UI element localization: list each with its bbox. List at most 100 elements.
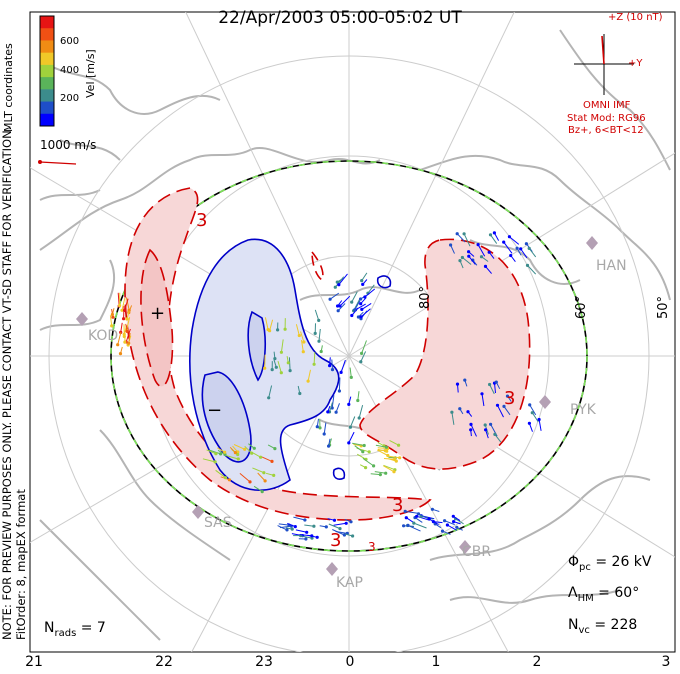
- negative-cell-small1: [376, 275, 392, 289]
- velocity-vector: [356, 453, 367, 460]
- velocity-vector: [357, 391, 360, 401]
- velocity-vector: [248, 443, 255, 449]
- colorbar: [39, 15, 55, 127]
- velocity-vector: [485, 266, 492, 274]
- velocity-vector: [217, 447, 225, 453]
- radar-marker-sas: [192, 505, 204, 519]
- velocity-vector: [367, 284, 375, 294]
- velocity-vector: [470, 429, 472, 437]
- velocity-vector: [362, 457, 374, 467]
- positive-cell-inner: [140, 248, 174, 388]
- imf-model: Stat Mod: RG96: [567, 113, 646, 124]
- velocity-vector: [314, 309, 320, 321]
- velocity-vector: [349, 416, 356, 428]
- velocity-vector: [333, 522, 347, 526]
- velocity-vector: [467, 411, 473, 417]
- velocity-vector: [126, 310, 130, 320]
- velocity-vector: [287, 522, 296, 528]
- velocity-vector: [485, 429, 489, 439]
- velocity-vector: [295, 324, 300, 336]
- velocity-vector: [329, 402, 333, 413]
- cross-polar-potential: Φpc = 26 kV: [568, 554, 652, 573]
- velocity-vector: [464, 379, 468, 387]
- velocity-vector: [268, 385, 273, 398]
- mlt-tick-3: 3: [661, 654, 671, 670]
- positive-cell-small: [311, 249, 324, 282]
- velocity-vector: [416, 515, 429, 521]
- velocity-vector: [273, 351, 276, 359]
- velocity-vector: [120, 322, 123, 333]
- velocity-vector: [252, 467, 265, 474]
- n-rads-value: 7: [96, 620, 106, 636]
- velocity-vector: [124, 298, 129, 311]
- velocity-vector: [413, 522, 427, 529]
- velocity-vector: [117, 292, 120, 307]
- velocity-vector: [120, 346, 123, 354]
- velocity-vector: [456, 526, 463, 531]
- velocity-vector: [297, 385, 301, 394]
- velocity-vector: [277, 360, 282, 373]
- radar-count: Nrads = 7: [44, 620, 106, 639]
- velocity-vector: [307, 369, 311, 382]
- velocity-vector: [359, 464, 366, 469]
- velocity-vector: [267, 444, 276, 450]
- velocity-vector: [277, 525, 288, 531]
- velocity-vector: [364, 288, 376, 298]
- velocity-vector: [434, 523, 442, 529]
- colorbar-segment: [40, 40, 54, 54]
- velocity-vector: [447, 524, 457, 531]
- colorbar-segment: [40, 28, 54, 41]
- velocity-vector: [414, 517, 423, 523]
- velocity-vector: [507, 395, 512, 402]
- velocity-vector: [316, 418, 319, 427]
- velocity-vector: [456, 233, 466, 243]
- velocity-vector: [233, 444, 245, 450]
- velocity-vector: [418, 513, 429, 520]
- colorbar-title: Vel [m/s]: [84, 49, 97, 98]
- potential-max-marker: +: [150, 303, 166, 324]
- velocity-vector: [202, 458, 216, 463]
- velocity-vector: [304, 524, 314, 527]
- velocity-vector: [376, 449, 389, 456]
- positive-cell-dawn: [359, 238, 531, 470]
- velocity-vector: [335, 531, 348, 534]
- velocity-vector: [453, 521, 461, 525]
- contour-label-5: 3: [368, 540, 376, 554]
- radar-marker-han: [586, 236, 598, 250]
- n-vc-value: 228: [610, 617, 638, 633]
- velocity-vector: [383, 464, 396, 471]
- velocity-vector: [370, 473, 381, 476]
- velocity-vector: [328, 523, 341, 530]
- velocity-vector: [450, 244, 455, 254]
- potential-min-marker: −: [207, 400, 223, 421]
- velocity-vector: [389, 439, 399, 446]
- colorbar-tick-400: 400: [60, 65, 80, 76]
- velocity-vector: [360, 308, 371, 318]
- contour-label-3: 3: [330, 530, 342, 551]
- velocity-vector: [318, 328, 321, 342]
- velocity-vector: [329, 357, 331, 366]
- fit-order-label: FitOrder: 8, mapEX format: [14, 489, 28, 640]
- velocity-vector: [355, 303, 366, 311]
- velocity-vector: [383, 465, 395, 473]
- velocity-vector: [503, 241, 513, 254]
- velocity-vector: [329, 292, 340, 300]
- velocity-vector: [232, 445, 239, 453]
- velocity-vector: [126, 317, 131, 331]
- velocity-vector: [327, 518, 335, 521]
- velocity-vector: [300, 331, 305, 343]
- velocity-scale-label: 1000 m/s: [40, 138, 97, 152]
- mlt-tick-22: 22: [155, 654, 173, 670]
- latitude-label-80: 80°: [418, 285, 434, 310]
- velocity-vector: [334, 276, 345, 288]
- mlt-tick-1: 1: [431, 654, 441, 670]
- velocity-vector: [285, 527, 293, 530]
- velocity-vector: [109, 315, 113, 326]
- negative-cell-small2: [332, 467, 346, 480]
- velocity-vector: [301, 340, 304, 352]
- vector-origin: [312, 524, 316, 528]
- velocity-vector: [278, 523, 290, 526]
- colorbar-segment: [40, 52, 54, 66]
- negative-cell-inner2: [247, 310, 266, 382]
- colorbar-segment: [40, 89, 54, 103]
